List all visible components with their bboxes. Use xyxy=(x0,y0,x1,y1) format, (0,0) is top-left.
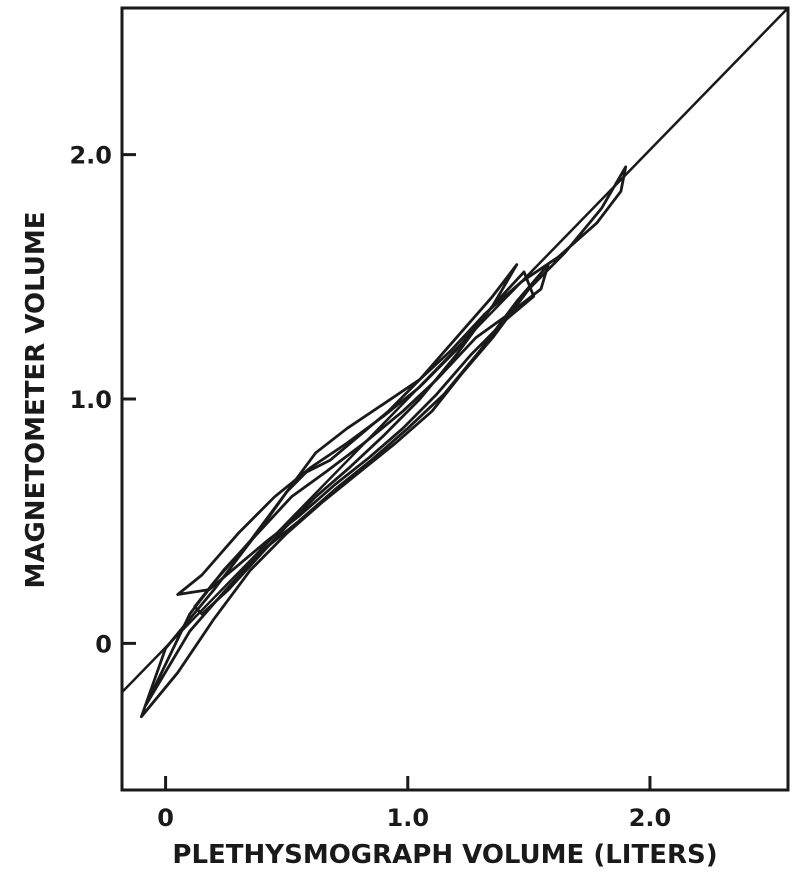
loops-group xyxy=(139,165,628,719)
x-tick-label-1: 1.0 xyxy=(387,804,430,832)
x-tick-label-2: 2.0 xyxy=(629,804,672,832)
y-axis-label: MAGNETOMETER VOLUME xyxy=(21,211,51,588)
plot-frame xyxy=(120,6,790,792)
loop-trace-2 xyxy=(144,263,550,706)
y-tick-label-1: 1.0 xyxy=(69,386,112,414)
x-tick-label-0: 0 xyxy=(157,804,174,832)
y-tick-label-0: 0 xyxy=(95,630,112,658)
y-tick-label-2: 2.0 xyxy=(69,142,112,170)
x-axis-label: PLETHYSMOGRAPH VOLUME (LITERS) xyxy=(172,840,717,870)
tick-group: 0 1.0 2.0 0 1.0 2.0 xyxy=(69,142,671,832)
loop-trace-4 xyxy=(193,263,519,616)
